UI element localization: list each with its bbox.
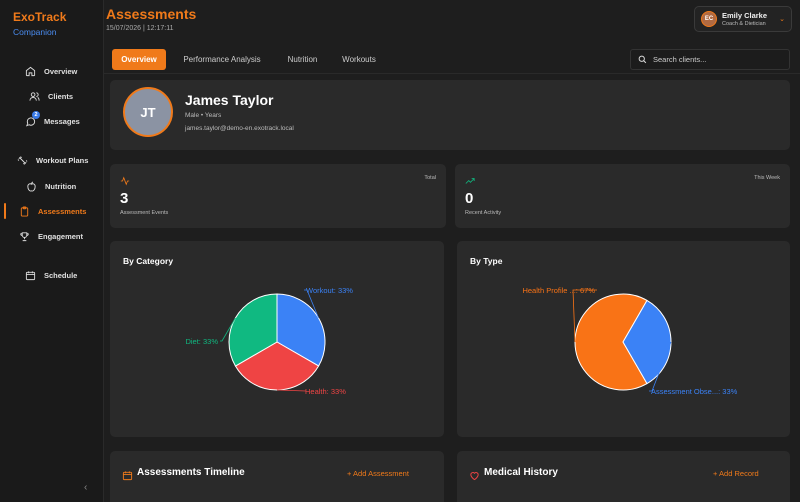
pie-chart: Health Profile ...: 67% Assessment Obse..… [522, 286, 738, 396]
stat-label: Assessment Events [120, 210, 169, 216]
search-input[interactable] [653, 55, 773, 64]
tab-nutrition[interactable]: Nutrition [287, 55, 318, 64]
stat-tag: This Week [754, 175, 780, 181]
tab-workouts[interactable]: Workouts [342, 55, 376, 64]
pie-slice-label: Assessment Obse...: 33% [651, 387, 738, 396]
chart-by-type: By Type Health Profile ...: 67% Assessmen… [457, 241, 790, 437]
trending-up-icon [465, 173, 475, 191]
client-meta: Male • Years [185, 112, 222, 119]
brand: ExoTrack Companion [13, 10, 66, 37]
sidebar-item-label: Engagement [38, 231, 84, 241]
users-icon [28, 90, 40, 102]
heart-icon [469, 468, 480, 486]
brand-title: ExoTrack [13, 10, 67, 24]
pie-leader-line [304, 289, 319, 319]
stat-tag: Total [424, 175, 436, 181]
search-icon [638, 51, 647, 69]
sidebar-item-label: Schedule [44, 270, 78, 280]
pie-chart: Workout: 33% Health: 33% Diet: 33% [185, 286, 353, 396]
pie-slice-label: Workout: 33% [306, 286, 353, 295]
sidebar-item-assessments[interactable]: Assessments [0, 201, 104, 221]
sidebar-item-label: Messages [44, 116, 80, 126]
pie-slice-label: Health Profile ...: 67% [522, 286, 595, 295]
stat-label: Recent Activity [465, 210, 502, 216]
sidebar: ExoTrack Companion Overview Clients 2 Me… [0, 0, 104, 502]
sidebar-item-label: Clients [48, 91, 74, 101]
client-email: james.taylor@demo-en.exotrack.local [185, 125, 294, 132]
brand-subtitle: Companion [13, 27, 57, 37]
sidebar-item-messages[interactable]: 2 Messages [0, 111, 104, 131]
pie-leader-line [572, 289, 597, 343]
calendar-icon [24, 269, 36, 281]
clipboard-icon [18, 205, 30, 217]
sidebar-item-nutrition[interactable]: Nutrition [0, 176, 104, 196]
pie-slice-label: Diet: 33% [185, 337, 218, 346]
avatar: EC [701, 11, 717, 27]
client-profile-card: JT James Taylor Male • Years james.taylo… [110, 80, 790, 150]
card-title: Medical History [484, 467, 558, 478]
pie-slice[interactable] [574, 293, 648, 391]
trophy-icon [18, 230, 30, 242]
stat-value: 3 [120, 190, 129, 207]
sidebar-item-clients[interactable]: Clients [0, 86, 104, 106]
pie-leader-line [220, 317, 236, 342]
tabs-bar: Overview Performance Analysis Nutrition … [104, 46, 800, 74]
stat-value: 0 [465, 190, 474, 207]
pie-slice[interactable] [234, 341, 320, 391]
page-title: Assessments [106, 6, 197, 22]
chart-title: By Category [123, 256, 174, 266]
chart-by-category: By Category Workout: 33% Health: 33% Diet:… [110, 241, 444, 437]
add-assessment-button[interactable]: + Add Assessment [347, 469, 409, 478]
user-menu[interactable]: EC Emily Clarke Coach & Dietician ⌄ [694, 6, 792, 32]
chevron-down-icon: ⌄ [779, 16, 785, 23]
chart-title: By Type [470, 256, 503, 266]
message-icon: 2 [24, 111, 40, 127]
sidebar-item-label: Assessments [38, 206, 87, 216]
stat-card-recent-activity: This Week 0 Recent Activity [455, 164, 790, 228]
calendar-icon [122, 468, 133, 486]
pie-leader-line [277, 389, 307, 392]
tab-performance-analysis[interactable]: Performance Analysis [183, 55, 261, 64]
sidebar-item-workout-plans[interactable]: Workout Plans [0, 150, 104, 170]
client-avatar: JT [123, 87, 173, 137]
pie-slice[interactable] [622, 299, 672, 385]
user-role: Coach & Dietician [722, 21, 766, 27]
add-record-button[interactable]: + Add Record [713, 469, 759, 478]
card-title: Assessments Timeline [137, 467, 245, 478]
sidebar-item-engagement[interactable]: Engagement [0, 226, 104, 246]
medical-history-card: Medical History + Add Record [457, 451, 790, 502]
pie-leader-line [649, 341, 672, 392]
stat-card-assessment-events: Total 3 Assessment Events [110, 164, 446, 228]
pie-slice-label: Health: 33% [305, 387, 346, 396]
dumbbell-icon [16, 154, 28, 166]
chevron-left-icon[interactable]: ‹ [84, 482, 88, 493]
page-datetime: 15/07/2026 | 12:17:11 [106, 25, 174, 32]
messages-badge: 2 [32, 111, 40, 119]
client-name: James Taylor [185, 92, 274, 108]
activity-icon [120, 173, 130, 191]
sidebar-item-label: Nutrition [45, 181, 77, 191]
sidebar-item-label: Workout Plans [36, 155, 89, 165]
user-name: Emily Clarke [722, 11, 768, 20]
tab-overview[interactable]: Overview [112, 49, 166, 70]
sidebar-item-schedule[interactable]: Schedule [0, 265, 104, 285]
assessments-timeline-card: Assessments Timeline + Add Assessment [110, 451, 444, 502]
home-icon [24, 65, 36, 77]
apple-icon [25, 180, 37, 192]
pie-slice[interactable] [228, 293, 278, 367]
sidebar-item-overview[interactable]: Overview [0, 61, 104, 81]
sidebar-item-label: Overview [44, 66, 78, 76]
search-box [630, 49, 790, 70]
